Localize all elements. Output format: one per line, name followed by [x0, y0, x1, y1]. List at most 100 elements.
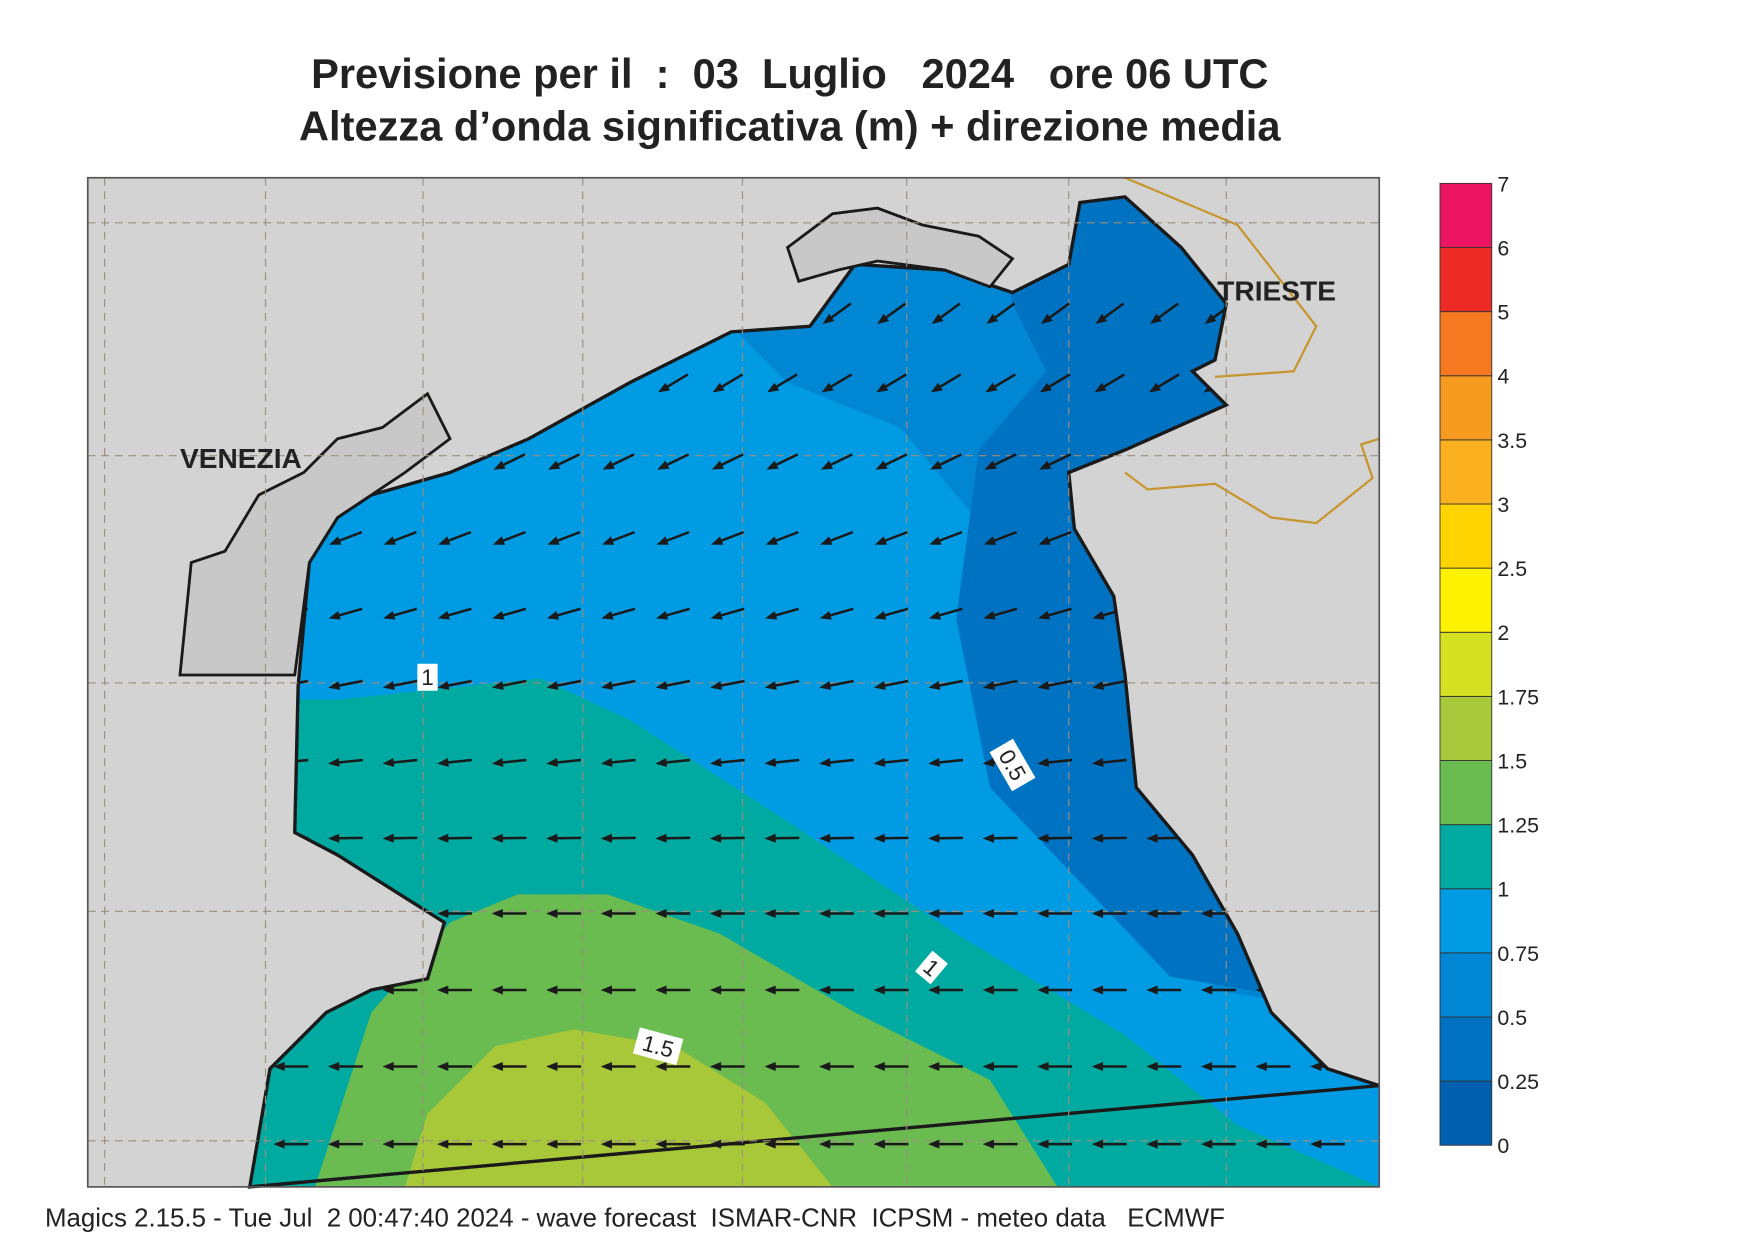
arrow-head: [437, 610, 450, 620]
colorbar-label: 1.5: [1497, 749, 1527, 773]
colorbar-segment: [1439, 182, 1493, 248]
arrow-head: [1037, 1062, 1049, 1071]
colorbar-segment: [1439, 503, 1493, 569]
arrow-head: [764, 833, 776, 843]
arrow-head: [600, 1139, 612, 1149]
label-box: [417, 663, 438, 691]
arrow-head: [382, 757, 395, 767]
arrow-head: [1204, 313, 1217, 324]
arrow-head: [601, 610, 614, 620]
arrow-head: [709, 833, 722, 843]
arrow-head: [709, 1139, 722, 1149]
arrow-head: [819, 757, 831, 767]
arrow-head: [930, 382, 943, 393]
colorbar-label: 0.5: [1497, 1006, 1527, 1030]
arrow-head: [1038, 536, 1051, 545]
arrow-head: [710, 610, 723, 620]
colorbar-segment: [1439, 247, 1493, 313]
arrow-head: [982, 833, 995, 843]
arrow-head: [1037, 1139, 1049, 1149]
arrow-head: [873, 833, 885, 843]
arrow-head: [928, 757, 940, 767]
arrow-head: [1146, 985, 1158, 995]
arrow-head: [382, 681, 395, 690]
arrow-head: [819, 833, 831, 843]
arrow-head: [876, 382, 889, 393]
arrow-head: [546, 985, 558, 995]
arrow-head: [655, 833, 667, 843]
arrow-head: [928, 610, 941, 620]
arrow-head: [329, 536, 342, 545]
colorbar-segment: [1439, 631, 1493, 697]
label-box: [989, 738, 1036, 792]
arrow-head: [382, 1062, 394, 1071]
arrow-head: [820, 460, 834, 470]
colorbar-segment: [1439, 1016, 1493, 1082]
arrow-head: [655, 1139, 667, 1149]
arrow-head: [438, 536, 451, 545]
arrow-head: [1094, 382, 1107, 393]
arrow-head: [546, 1139, 558, 1149]
arrow-head: [982, 1062, 994, 1071]
arrow-head: [764, 1139, 776, 1149]
arrow-head: [873, 681, 886, 690]
arrow-head: [709, 1062, 722, 1071]
arrow-head: [383, 536, 396, 545]
arrow-head: [546, 610, 559, 620]
arrow-head: [984, 460, 997, 470]
city-label: TRIESTE: [1217, 275, 1336, 306]
arrow-head: [1092, 681, 1105, 690]
frame: [86, 176, 1381, 1188]
arrow-head: [328, 610, 341, 620]
arrow-head: [1091, 833, 1104, 843]
arrow-head: [873, 985, 885, 995]
arrow-head: [930, 460, 943, 470]
title: Previsione per il : 03 Luglio 2024 ore 0…: [311, 50, 1268, 97]
arrow-head: [437, 985, 449, 995]
arrow-head: [327, 1062, 340, 1071]
arrow-head: [1150, 313, 1162, 324]
arrow-head: [655, 1062, 667, 1071]
arrow-head: [383, 610, 396, 620]
arrow-head: [655, 757, 668, 767]
arrow-head: [819, 681, 832, 690]
arrow-head: [546, 909, 558, 918]
arrow-head: [764, 1062, 776, 1071]
arrow-head: [601, 681, 614, 690]
footer: Magics 2.15.5 - Tue Jul 2 00:47:40 2024 …: [45, 1204, 1225, 1232]
arrow-head: [1037, 985, 1049, 995]
arrow-head: [764, 681, 777, 690]
arrow-head: [820, 536, 833, 545]
arrow-head: [1146, 1139, 1158, 1149]
arrow-head: [986, 313, 999, 324]
arrow-head: [437, 833, 449, 843]
arrow-head: [982, 909, 994, 918]
subtitle: Altezza d’onda significativa (m) + direz…: [299, 103, 1281, 150]
arrow-head: [1039, 460, 1052, 470]
arrow-head: [602, 460, 615, 470]
arrow-head: [600, 985, 612, 995]
arrow-head: [1146, 909, 1158, 918]
colorbar-label: 0: [1497, 1134, 1509, 1158]
arrow-head: [600, 1062, 612, 1071]
arrow-head: [873, 1062, 885, 1071]
arrow-head: [491, 1139, 503, 1149]
arrow-head: [1037, 909, 1049, 918]
lagoon: [785, 206, 1015, 289]
arrow-head: [1146, 833, 1158, 843]
contour-label: 1: [417, 663, 438, 691]
arrow-head: [546, 833, 558, 843]
arrow-head: [655, 681, 668, 690]
arrow-head: [1200, 1139, 1213, 1149]
arrow-head: [821, 382, 834, 393]
arrow-head: [877, 313, 889, 324]
arrow-head: [328, 681, 341, 690]
arrow-head: [1037, 610, 1051, 620]
colorbar-segment: [1439, 375, 1493, 441]
arrow-head: [600, 833, 613, 843]
arrow-head: [382, 833, 394, 843]
arrow-head: [819, 610, 832, 620]
arrow-head: [1255, 1139, 1267, 1149]
arrow-head: [983, 681, 995, 690]
